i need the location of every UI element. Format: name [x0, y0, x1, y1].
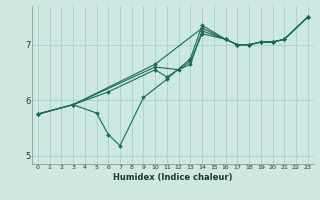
X-axis label: Humidex (Indice chaleur): Humidex (Indice chaleur) [113, 173, 233, 182]
